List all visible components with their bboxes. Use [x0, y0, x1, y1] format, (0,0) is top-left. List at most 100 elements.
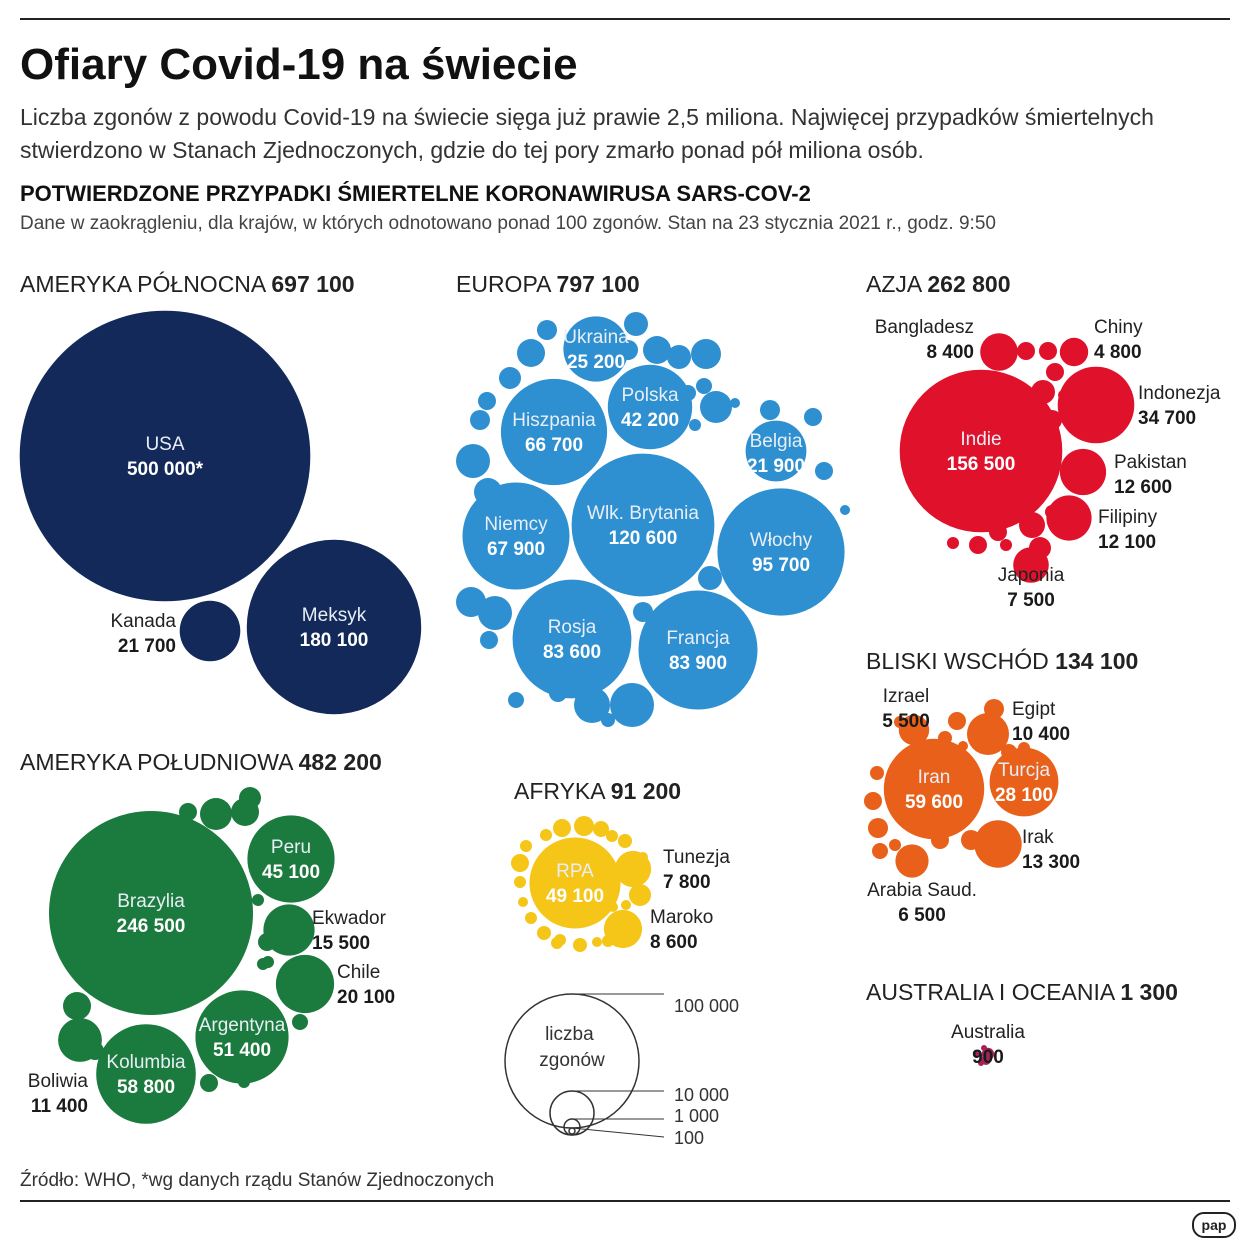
asia-minor-bubble [1017, 342, 1035, 360]
hiszpania-bubble [500, 378, 608, 486]
francja-value: 83 900 [669, 653, 727, 674]
irak-value: 13 300 [1022, 852, 1080, 873]
europe-minor-bubble [499, 367, 521, 389]
africa-minor-bubble [593, 821, 609, 837]
francja-bubble [638, 590, 758, 710]
region-total: 91 200 [610, 778, 682, 804]
brazylia-label: Brazylia [117, 891, 185, 912]
indie-label: Indie [960, 429, 1001, 450]
europe-minor-bubble [601, 713, 615, 727]
filipiny-label: Filipiny [1098, 507, 1158, 528]
hiszpania-value: 66 700 [525, 435, 583, 456]
irak-label: Irak [1022, 827, 1054, 848]
region-heading-middle-east: BLISKI WSCHÓD 134 100 [866, 648, 1138, 675]
meksyk-value: 180 100 [300, 630, 369, 651]
africa-minor-bubble [573, 938, 587, 952]
europe-minor-bubble [700, 391, 732, 423]
usa-value: 500 000* [127, 459, 204, 480]
legend-label-100: 100 [674, 1128, 704, 1148]
europe-minor-bubble [456, 444, 490, 478]
izrael-label: Izrael [883, 686, 929, 707]
turcja-value: 28 100 [995, 785, 1053, 806]
legend-label-1000: 1 000 [674, 1106, 719, 1126]
legend-label-10000: 10 000 [674, 1085, 729, 1105]
kanada-bubble [179, 600, 241, 662]
legend-title: liczba zgonów [539, 1024, 605, 1071]
chiny-bubble [1059, 337, 1089, 367]
chile-bubble [275, 954, 335, 1014]
rpa-value: 49 100 [546, 886, 604, 907]
top-rule [20, 18, 1230, 20]
irak-bubble [974, 820, 1022, 868]
europe-minor-bubble [478, 392, 496, 410]
wlk-brytania-bubble [571, 453, 715, 597]
africa-minor-bubble [592, 937, 602, 947]
pakistan-label: Pakistan [1114, 452, 1187, 473]
tunezja-label: Tunezja [663, 847, 730, 868]
asia-minor-bubble [1000, 539, 1012, 551]
europe-minor-bubble [840, 505, 850, 515]
country-bubbles: USA 500 000* Meksyk 180 100 Kanada 21 700 Wlk.… [19, 310, 1221, 1124]
ekwador-label: Ekwador [312, 908, 387, 929]
rosja-value: 83 600 [543, 642, 601, 663]
africa-minor-bubble [574, 816, 594, 836]
africa-minor-bubble [540, 829, 552, 841]
rpa-label: RPA [556, 861, 594, 882]
izrael-value: 5 500 [882, 711, 930, 732]
middle-east-minor-bubble [872, 843, 888, 859]
africa-minor-bubble [618, 834, 632, 848]
africa-minor-bubble [518, 897, 528, 907]
europe-minor-bubble [667, 345, 691, 369]
europe-minor-bubble [730, 398, 740, 408]
region-name: AUSTRALIA I OCEANIA [866, 979, 1114, 1005]
region-name: AMERYKA POŁUDNIOWA [20, 749, 293, 775]
africa-minor-bubble [511, 854, 529, 872]
europe-minor-bubble [633, 602, 653, 622]
maroko-value: 8 600 [650, 932, 698, 953]
page-title: Ofiary Covid-19 na świecie [20, 40, 578, 89]
niemcy-label: Niemcy [484, 514, 548, 535]
ekwador-bubble [263, 904, 315, 956]
australia-label: Australia [951, 1022, 1025, 1043]
europe-minor-bubble [698, 566, 722, 590]
asia-minor-bubble [1039, 342, 1057, 360]
ekwador-value: 15 500 [312, 933, 370, 954]
turcja-bubble [989, 747, 1059, 817]
region-total: 697 100 [271, 271, 355, 297]
niemcy-value: 67 900 [487, 539, 545, 560]
africa-minor-bubble [525, 912, 537, 924]
europe-minor-bubble [804, 408, 822, 426]
kolumbia-label: Kolumbia [106, 1052, 186, 1073]
middle-east-minor-bubble [868, 818, 888, 838]
belgia-value: 21 900 [747, 456, 805, 477]
pakistan-bubble [1059, 448, 1107, 496]
maroko-bubble [603, 909, 643, 949]
filipiny-bubble [1046, 495, 1092, 541]
europe-minor-bubble [815, 462, 833, 480]
region-heading-north-america: AMERYKA PÓŁNOCNA 697 100 [20, 271, 355, 298]
region-name: AFRYKA [514, 778, 605, 804]
europe-minor-bubble [689, 419, 701, 431]
egipt-value: 10 400 [1012, 724, 1070, 745]
chiny-label: Chiny [1094, 317, 1143, 338]
bottom-rule [20, 1200, 1230, 1202]
belgia-bubble [745, 420, 807, 482]
europe-minor-bubble [537, 320, 557, 340]
legend-label-100000: 100 000 [674, 996, 739, 1016]
boliwia-label: Boliwia [28, 1071, 89, 1092]
filipiny-value: 12 100 [1098, 532, 1156, 553]
polska-value: 42 200 [621, 410, 679, 431]
ukraina-bubble [563, 316, 629, 382]
maroko-label: Maroko [650, 907, 713, 928]
europe-minor-bubble [643, 336, 671, 364]
niemcy-bubble [462, 482, 570, 590]
tunezja-value: 7 800 [663, 872, 711, 893]
turcja-label: Turcja [998, 760, 1051, 781]
ukraina-label: Ukraina [563, 327, 629, 348]
africa-minor-bubble [606, 830, 618, 842]
legend-circle-100 [568, 1127, 576, 1135]
australia-value: 900 [972, 1047, 1004, 1068]
wlochy-bubble [717, 488, 845, 616]
australia-bubble [981, 1047, 995, 1061]
south-america-minor-bubble [292, 1014, 308, 1030]
